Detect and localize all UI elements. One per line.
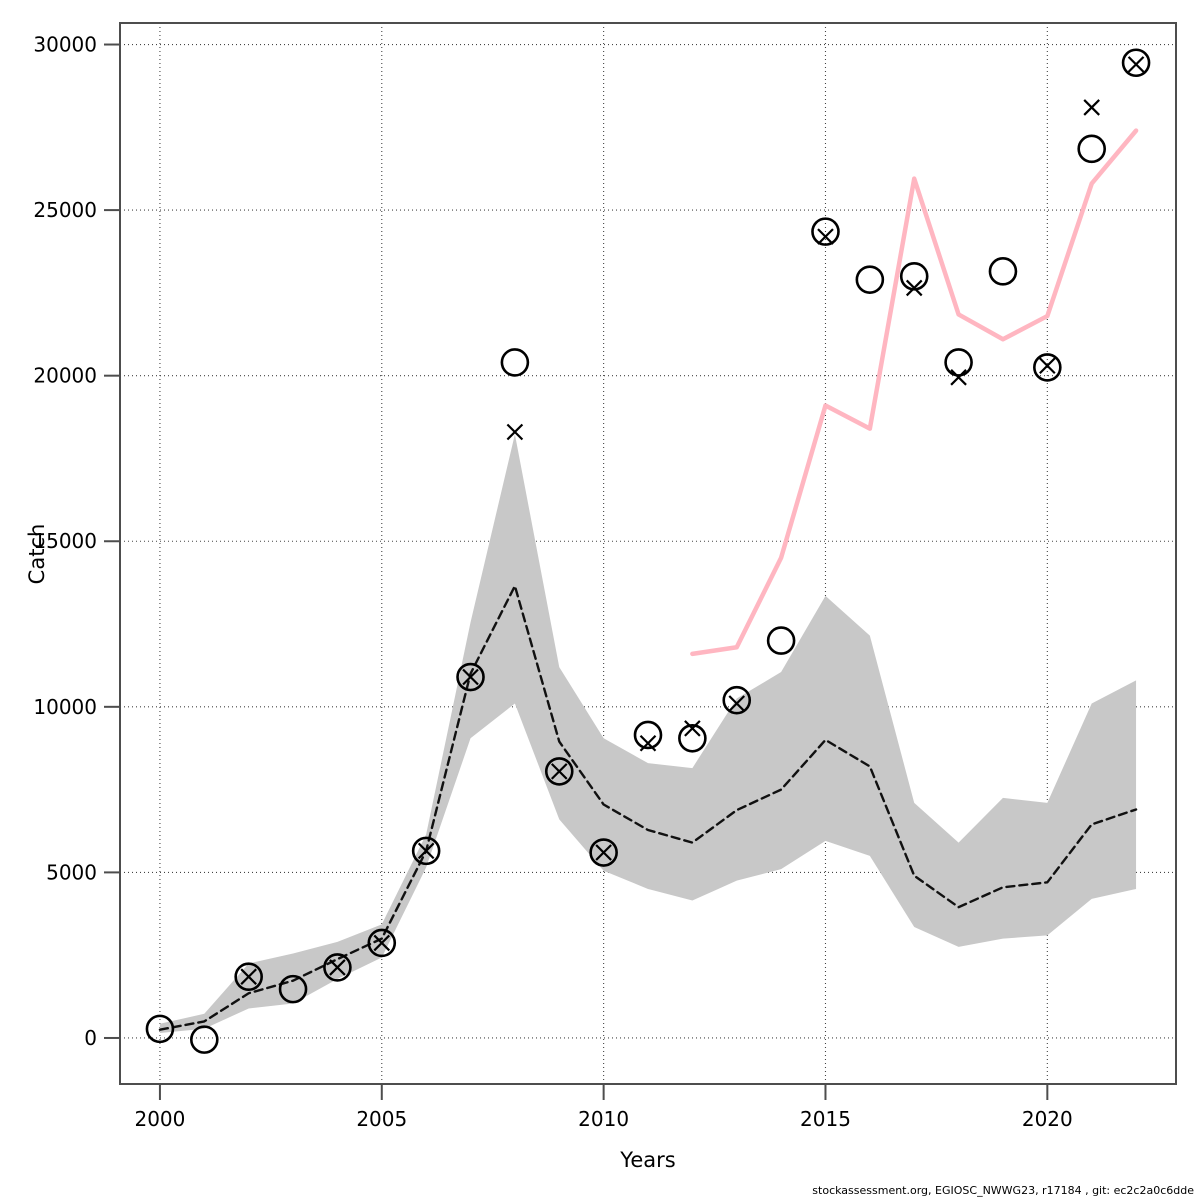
predicted-catch-marker [905, 279, 923, 297]
plot-frame [119, 22, 1177, 1085]
observed-catch-marker [323, 953, 352, 982]
y-tick-label: 15000 [33, 529, 97, 553]
confidence-band [159, 434, 1137, 1034]
predicted-catch-marker [373, 934, 391, 952]
observed-catch-marker [1033, 353, 1062, 382]
observed-catch-marker [589, 838, 618, 867]
x-tick-label: 2005 [356, 1107, 407, 1131]
x-tick-label: 2000 [134, 1107, 185, 1131]
axis-tick-labels: 0 5000 10000 15000 20000 25000 30000 2000 2005 20… [33, 33, 1072, 1131]
x-tick-label: 2015 [800, 1107, 851, 1131]
observed-catch-marker [855, 265, 885, 294]
observed-catch-marker [456, 662, 485, 692]
observed-catch-marker [367, 928, 397, 958]
observed-catch-marker [145, 1014, 175, 1044]
observed-catch-marker [411, 836, 441, 866]
predicted-catch-marker [240, 968, 257, 985]
observed-catch-marker [190, 1025, 219, 1054]
y-axis-title: Catch [25, 523, 49, 585]
predicted-catch-marker [639, 734, 657, 752]
observed-catch-marker [1121, 48, 1151, 78]
observed-catch-marker [278, 974, 308, 1004]
predicted-catch-marker [817, 228, 834, 245]
observed-catch-marker [766, 626, 796, 655]
y-tick-label: 0 [84, 1026, 97, 1050]
predicted-catch-marker [462, 668, 479, 686]
observed-catch-markers [145, 48, 1151, 1054]
axis-ticks [104, 43, 1049, 1100]
predicted-catch-marker [684, 720, 701, 737]
y-tick-label: 30000 [33, 33, 97, 57]
x-axis-title: Years [620, 1148, 676, 1172]
observed-catch-marker [500, 348, 530, 377]
observed-catch-marker [988, 257, 1018, 286]
y-tick-label: 20000 [33, 364, 97, 388]
predicted-catch-marker [1083, 99, 1100, 116]
observed-catch-marker [944, 348, 973, 377]
x-tick-label: 2020 [1022, 1107, 1073, 1131]
predicted-catch-marker [550, 763, 568, 780]
y-tick-label: 10000 [33, 695, 97, 719]
model-fit [158, 584, 1138, 1031]
observed-catch-marker [678, 723, 707, 753]
predicted-catch-marker [728, 695, 746, 712]
predicted-catch-marker [417, 842, 435, 860]
predicted-catch-marker [595, 844, 612, 861]
predicted-catch-marker [506, 423, 524, 441]
observed-catch-marker [544, 757, 574, 786]
predicted-catch-markers [240, 56, 1145, 985]
y-tick-label: 5000 [46, 860, 97, 884]
observed-catch-marker [234, 962, 263, 992]
observed-catch-marker [811, 217, 840, 246]
predicted-catch-marker [1127, 56, 1145, 73]
predicted-catch-marker [1039, 357, 1056, 375]
y-tick-label: 25000 [33, 198, 97, 222]
footer-credit: stockassessment.org, EGIOSC_NWWG23, r171… [812, 1184, 1194, 1197]
forecast-line [690, 128, 1139, 657]
observed-catch-marker [722, 685, 752, 715]
x-tick-label: 2010 [578, 1107, 629, 1131]
observed-catch-marker [1077, 134, 1106, 164]
predicted-catch-marker [950, 369, 967, 386]
observed-catch-marker [633, 720, 663, 750]
predicted-catch-marker [329, 959, 346, 976]
